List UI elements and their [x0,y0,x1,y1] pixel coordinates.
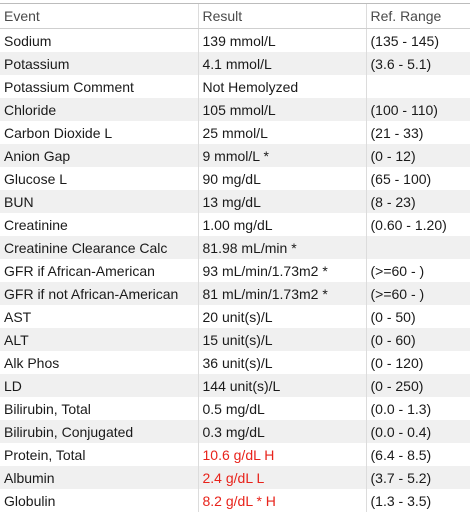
cell-result: 36 unit(s)/L [197,351,366,374]
cell-result: 8.2 g/dL * H [197,489,366,512]
cell-result: 4.1 mmol/L [197,52,366,75]
cell-event: Potassium Comment [4,78,134,95]
cell-result: 13 mg/dL [197,190,366,213]
cell-result: 10.6 g/dL H [197,443,366,466]
cell-range: (0.60 - 1.20) [365,213,470,236]
table-row[interactable]: GFR if African-American 93 mL/min/1.73m2 … [0,259,470,282]
table-header: Event Result Ref. Range [0,3,470,29]
cell-range: (0 - 250) [365,374,470,397]
table-row[interactable]: Sodium 139 mmol/L (135 - 145) [0,28,470,52]
cell-event: Glucose L [4,170,68,187]
cell-event: Creatinine Clearance Calc [0,236,198,259]
table-row[interactable]: GFR if not African-American 81 mL/min/1.7… [0,282,470,305]
cell-range [365,236,470,259]
table-row[interactable]: Chloride 105 mmol/L (100 - 110) [0,98,470,121]
cell-event: Albumin [0,466,198,489]
table-row[interactable]: Glucose L 90 mg/dL (65 - 100) [0,167,470,190]
table-row[interactable]: Alk Phos 36 unit(s)/L (0 - 120) [0,351,470,374]
table-row[interactable]: Globulin 8.2 g/dL * H (1.3 - 3.5) [0,489,470,512]
cell-result: 139 mmol/L [197,28,366,52]
cell-range: (>=60 - ) [365,259,470,282]
cell-event: Chloride [0,98,198,121]
table-row[interactable]: AST 20 unit(s)/L (0 - 50) [0,305,470,328]
cell-event: GFR if not African-American [0,282,198,305]
table-row[interactable]: Albumin 2.4 g/dL L (3.7 - 5.2) [0,466,470,489]
cell-result: 90 mg/dL [197,167,366,190]
cell-event: Bilirubin, Total [4,400,91,417]
cell-event: Carbon Dioxide L [4,124,113,141]
table-row[interactable]: Carbon Dioxide L 25 mmol/L (21 - 33) [0,121,470,144]
header-row: Event Result Ref. Range [0,3,470,29]
table-row[interactable]: Creatinine Clearance Calc 81.98 mL/min * [0,236,470,259]
table-row[interactable]: Potassium 4.1 mmol/L (3.6 - 5.1) [0,52,470,75]
table-row[interactable]: BUN 13 mg/dL (8 - 23) [0,190,470,213]
cell-event: Bilirubin, Conjugated [0,420,198,443]
results-table: Event Result Ref. Range Sodium 139 mmol/L… [0,3,470,512]
table-row[interactable]: Bilirubin, Conjugated 0.3 mg/dL (0.0 - 0.4… [0,420,470,443]
table-row[interactable]: Potassium Comment Not Hemolyzed [0,75,470,98]
cell-result: 9 mmol/L * [197,144,366,167]
cell-range: (0 - 50) [365,305,470,328]
cell-event: Sodium [4,32,52,49]
cell-range: (0 - 120) [365,351,470,374]
cell-result: 105 mmol/L [197,98,366,121]
table-body: Sodium 139 mmol/L (135 - 145) Potassium 4.1 … [0,28,470,512]
cell-event: BUN [0,190,198,213]
cell-range: (0 - 12) [365,144,470,167]
cell-event: LD [0,374,198,397]
table-row[interactable]: Protein, Total 10.6 g/dL H (6.4 - 8.5) [0,443,470,466]
cell-event: Anion Gap [0,144,198,167]
cell-range: (6.4 - 8.5) [365,443,470,466]
cell-result: 81.98 mL/min * [197,236,366,259]
cell-result: 1.00 mg/dL [197,213,366,236]
cell-event: Creatinine [4,216,68,233]
cell-result: Not Hemolyzed [197,75,366,98]
cell-result: 81 mL/min/1.73m2 * [197,282,366,305]
cell-range: (8 - 23) [365,190,470,213]
cell-event: Alk Phos [4,354,60,371]
cell-range: (0.0 - 1.3) [365,397,470,420]
cell-event: AST [4,308,32,325]
table-row[interactable]: Creatinine 1.00 mg/dL (0.60 - 1.20) [0,213,470,236]
cell-event: GFR if African-American [4,262,155,279]
cell-range: (1.3 - 3.5) [365,489,470,512]
cell-result: 15 unit(s)/L [197,328,366,351]
table-row[interactable]: Anion Gap 9 mmol/L * (0 - 12) [0,144,470,167]
cell-result: 25 mmol/L [197,121,366,144]
cell-range: (3.7 - 5.2) [365,466,470,489]
cell-result: 93 mL/min/1.73m2 * [197,259,366,282]
cell-event: Protein, Total [4,446,86,463]
table-row[interactable]: Bilirubin, Total 0.5 mg/dL (0.0 - 1.3) [0,397,470,420]
cell-result: 2.4 g/dL L [197,466,366,489]
cell-event: Globulin [4,492,56,509]
column-header[interactable]: Event [0,3,198,29]
cell-result: 20 unit(s)/L [197,305,366,328]
column-header[interactable]: Ref. Range [365,3,470,29]
cell-result: 0.5 mg/dL [197,397,366,420]
cell-range: (>=60 - ) [365,282,470,305]
table-row[interactable]: LD 144 unit(s)/L (0 - 250) [0,374,470,397]
cell-result: 0.3 mg/dL [197,420,366,443]
cell-event: Potassium [0,52,198,75]
cell-event: ALT [0,328,198,351]
table-row[interactable]: ALT 15 unit(s)/L (0 - 60) [0,328,470,351]
column-header[interactable]: Result [197,3,366,29]
cell-range [365,75,470,98]
cell-range: (135 - 145) [365,28,470,52]
cell-range: (65 - 100) [365,167,470,190]
cell-result: 144 unit(s)/L [197,374,366,397]
cell-range: (0.0 - 0.4) [365,420,470,443]
cell-range: (100 - 110) [365,98,470,121]
cell-range: (3.6 - 5.1) [365,52,470,75]
cell-range: (0 - 60) [365,328,470,351]
cell-range: (21 - 33) [365,121,470,144]
